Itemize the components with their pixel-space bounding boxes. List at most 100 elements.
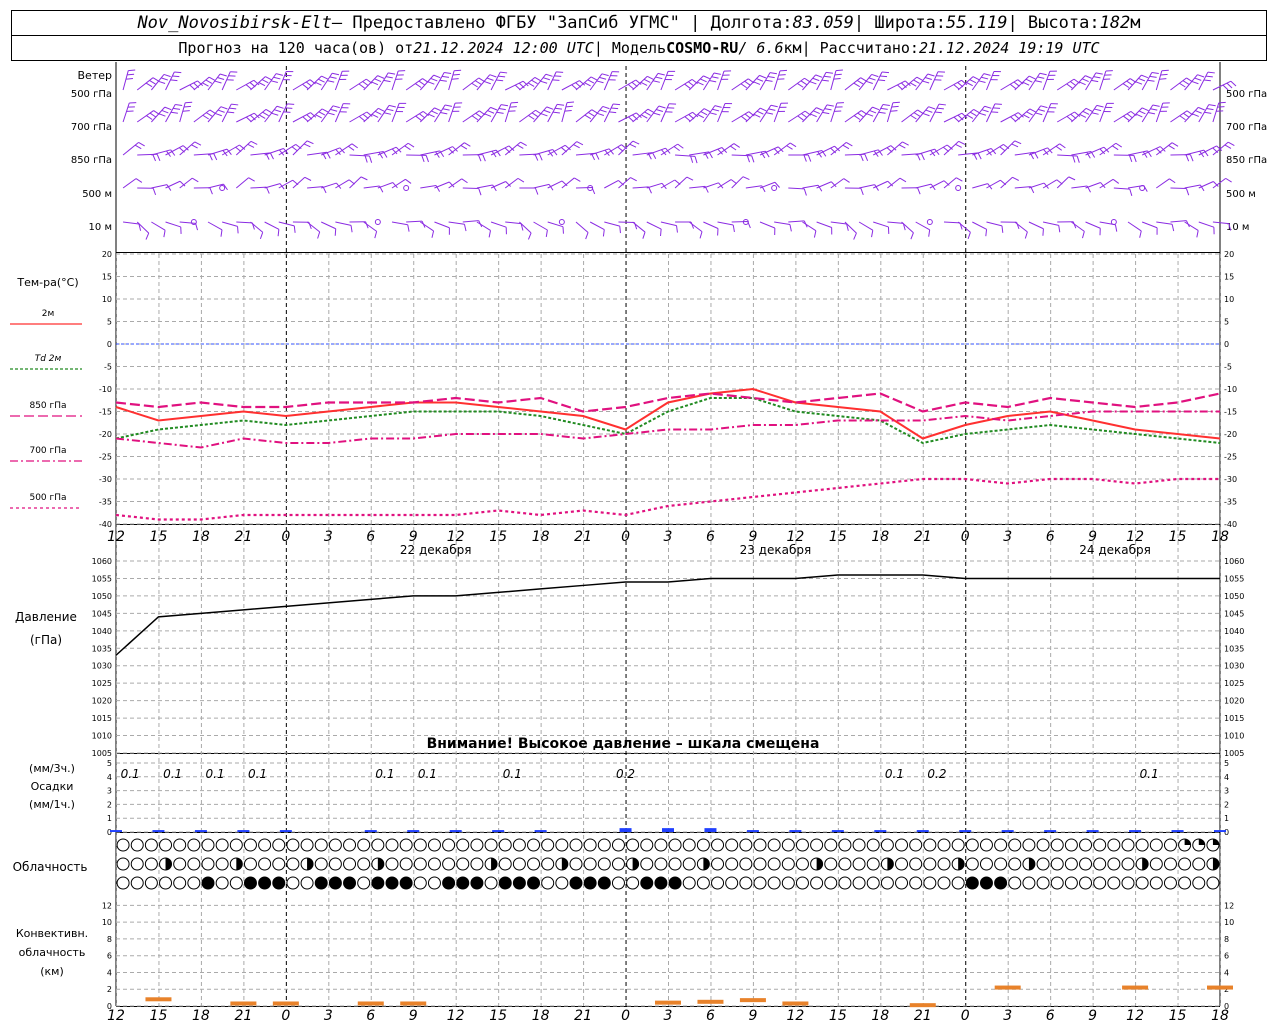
wind-barb-shaft	[632, 186, 649, 189]
wind-barb-flag	[812, 77, 820, 82]
wind-barb-flag	[602, 105, 610, 110]
wind-barb-shaft	[986, 103, 996, 123]
precip-bar	[279, 830, 292, 832]
precip-3h-label: 0.1	[248, 767, 267, 781]
wind-barb-flag	[442, 108, 450, 111]
wind-barb-flag	[195, 223, 199, 231]
wind-barb-flag	[391, 148, 398, 155]
wind-barb-flag	[869, 109, 877, 114]
time-label-bottom: 12	[1126, 1008, 1144, 1024]
wind-barb-shaft	[802, 221, 817, 232]
wind-barb-shaft	[221, 144, 240, 156]
wind-barb-shaft	[1014, 221, 1028, 233]
wind-barb-flag	[227, 111, 235, 114]
wind-barb-flag	[258, 114, 266, 119]
precip-bar	[1086, 830, 1099, 832]
wind-barb-flag	[283, 111, 291, 113]
time-label-top: 18	[871, 529, 889, 545]
time-label-top: 6	[706, 529, 715, 545]
wind-barb-flag	[146, 115, 153, 120]
time-label-top: 0	[961, 529, 970, 545]
wind-barb-flag	[209, 109, 217, 115]
wind-barb-shaft	[703, 221, 719, 229]
wind-barb-shaft	[872, 104, 884, 123]
wind-barb-flag	[746, 155, 751, 163]
wind-barb-flag	[574, 177, 581, 182]
wind-calm-mark	[742, 219, 749, 225]
wind-barb-flag	[640, 114, 648, 119]
wind-barb-shaft	[547, 104, 558, 123]
wind-barb-shaft	[406, 220, 423, 223]
cloud-symbol	[979, 857, 993, 871]
wind-barb-shaft	[533, 221, 548, 231]
wind-barb-flag	[878, 111, 886, 114]
cloud-symbol	[739, 876, 753, 890]
cloud-symbol	[852, 876, 866, 890]
wind-barb-flag	[704, 152, 709, 159]
wind-barb-shaft	[1184, 221, 1199, 231]
cloud-symbol-quarter	[1184, 839, 1191, 845]
wind-barb-flag	[1091, 112, 1099, 115]
wind-barb-flag	[365, 221, 369, 229]
wind-barb-flag	[444, 104, 453, 107]
wind-barb-flag	[223, 183, 228, 191]
wind-barb-flag	[635, 112, 642, 118]
cloud-symbol	[328, 857, 342, 871]
wind-barb-flag	[898, 144, 906, 149]
wind-barb-shaft	[264, 73, 277, 91]
cloud-symbol	[711, 838, 725, 852]
cloud-symbol	[979, 838, 993, 852]
cloud-symbol	[965, 876, 979, 890]
wind-barb-flag	[619, 226, 621, 234]
cloud-symbol	[116, 857, 130, 871]
wind-barb-flag	[872, 106, 880, 111]
time-label-top: 15	[489, 529, 507, 545]
wind-barb-shaft	[745, 107, 761, 123]
cloud-symbol	[1093, 876, 1107, 890]
wind-barb-flag	[688, 81, 695, 87]
wind-barb-shaft	[957, 109, 975, 123]
cloud-symbol	[187, 857, 201, 871]
temp-tick-right: -10	[1224, 385, 1237, 394]
wind-barb-flag	[860, 188, 864, 196]
wind-barb-flag	[1022, 81, 1030, 86]
wind-barb-shaft	[1042, 221, 1059, 226]
cloud-symbol	[399, 876, 413, 890]
wind-barb-shaft	[561, 80, 580, 91]
wind-barb-shaft	[278, 221, 295, 227]
wind-barb-flag	[1112, 145, 1119, 151]
wind-barb-flag	[371, 113, 379, 118]
wind-barb-flag	[1035, 112, 1043, 116]
wind-barb-shaft	[1141, 104, 1154, 123]
wind-barb-flag	[993, 107, 1001, 109]
conv-cloud-bar	[230, 1001, 257, 1006]
wind-barb-flag	[579, 80, 586, 86]
wind-barb-flag	[643, 78, 651, 83]
cloud-symbol	[1163, 876, 1177, 890]
cloud-symbol	[810, 838, 824, 852]
wind-barb-flag	[330, 108, 338, 112]
wind-barb-flag	[415, 83, 422, 88]
wind-barb-flag	[1228, 223, 1232, 231]
wind-barb-shaft	[321, 182, 337, 189]
wind-barb-flag	[534, 76, 542, 82]
wind-barb-flag	[1034, 80, 1042, 83]
wind-barb-shaft	[1000, 79, 1019, 91]
wind-barb-flag	[182, 110, 190, 112]
wind-barb-flag	[152, 77, 160, 82]
wind-barb-shaft	[788, 77, 805, 91]
wind-barb-flag	[856, 79, 864, 85]
time-label-bottom: 18	[192, 1008, 210, 1024]
wind-barb-shaft	[603, 71, 613, 91]
wind-barb-flag	[351, 143, 358, 149]
cloud-symbol	[739, 838, 753, 852]
cloud-symbol	[300, 876, 314, 890]
cloud-symbol	[201, 876, 215, 890]
wind-level-left: 850 гПа	[71, 155, 112, 166]
cloud-symbol	[838, 838, 852, 852]
temp-legend-label: Td 2м	[35, 354, 62, 364]
precip-3h-label: 0.1	[1140, 767, 1159, 781]
wind-barb-shaft	[434, 104, 446, 123]
wind-barb-flag	[371, 81, 379, 86]
wind-barb-shaft	[717, 179, 732, 189]
